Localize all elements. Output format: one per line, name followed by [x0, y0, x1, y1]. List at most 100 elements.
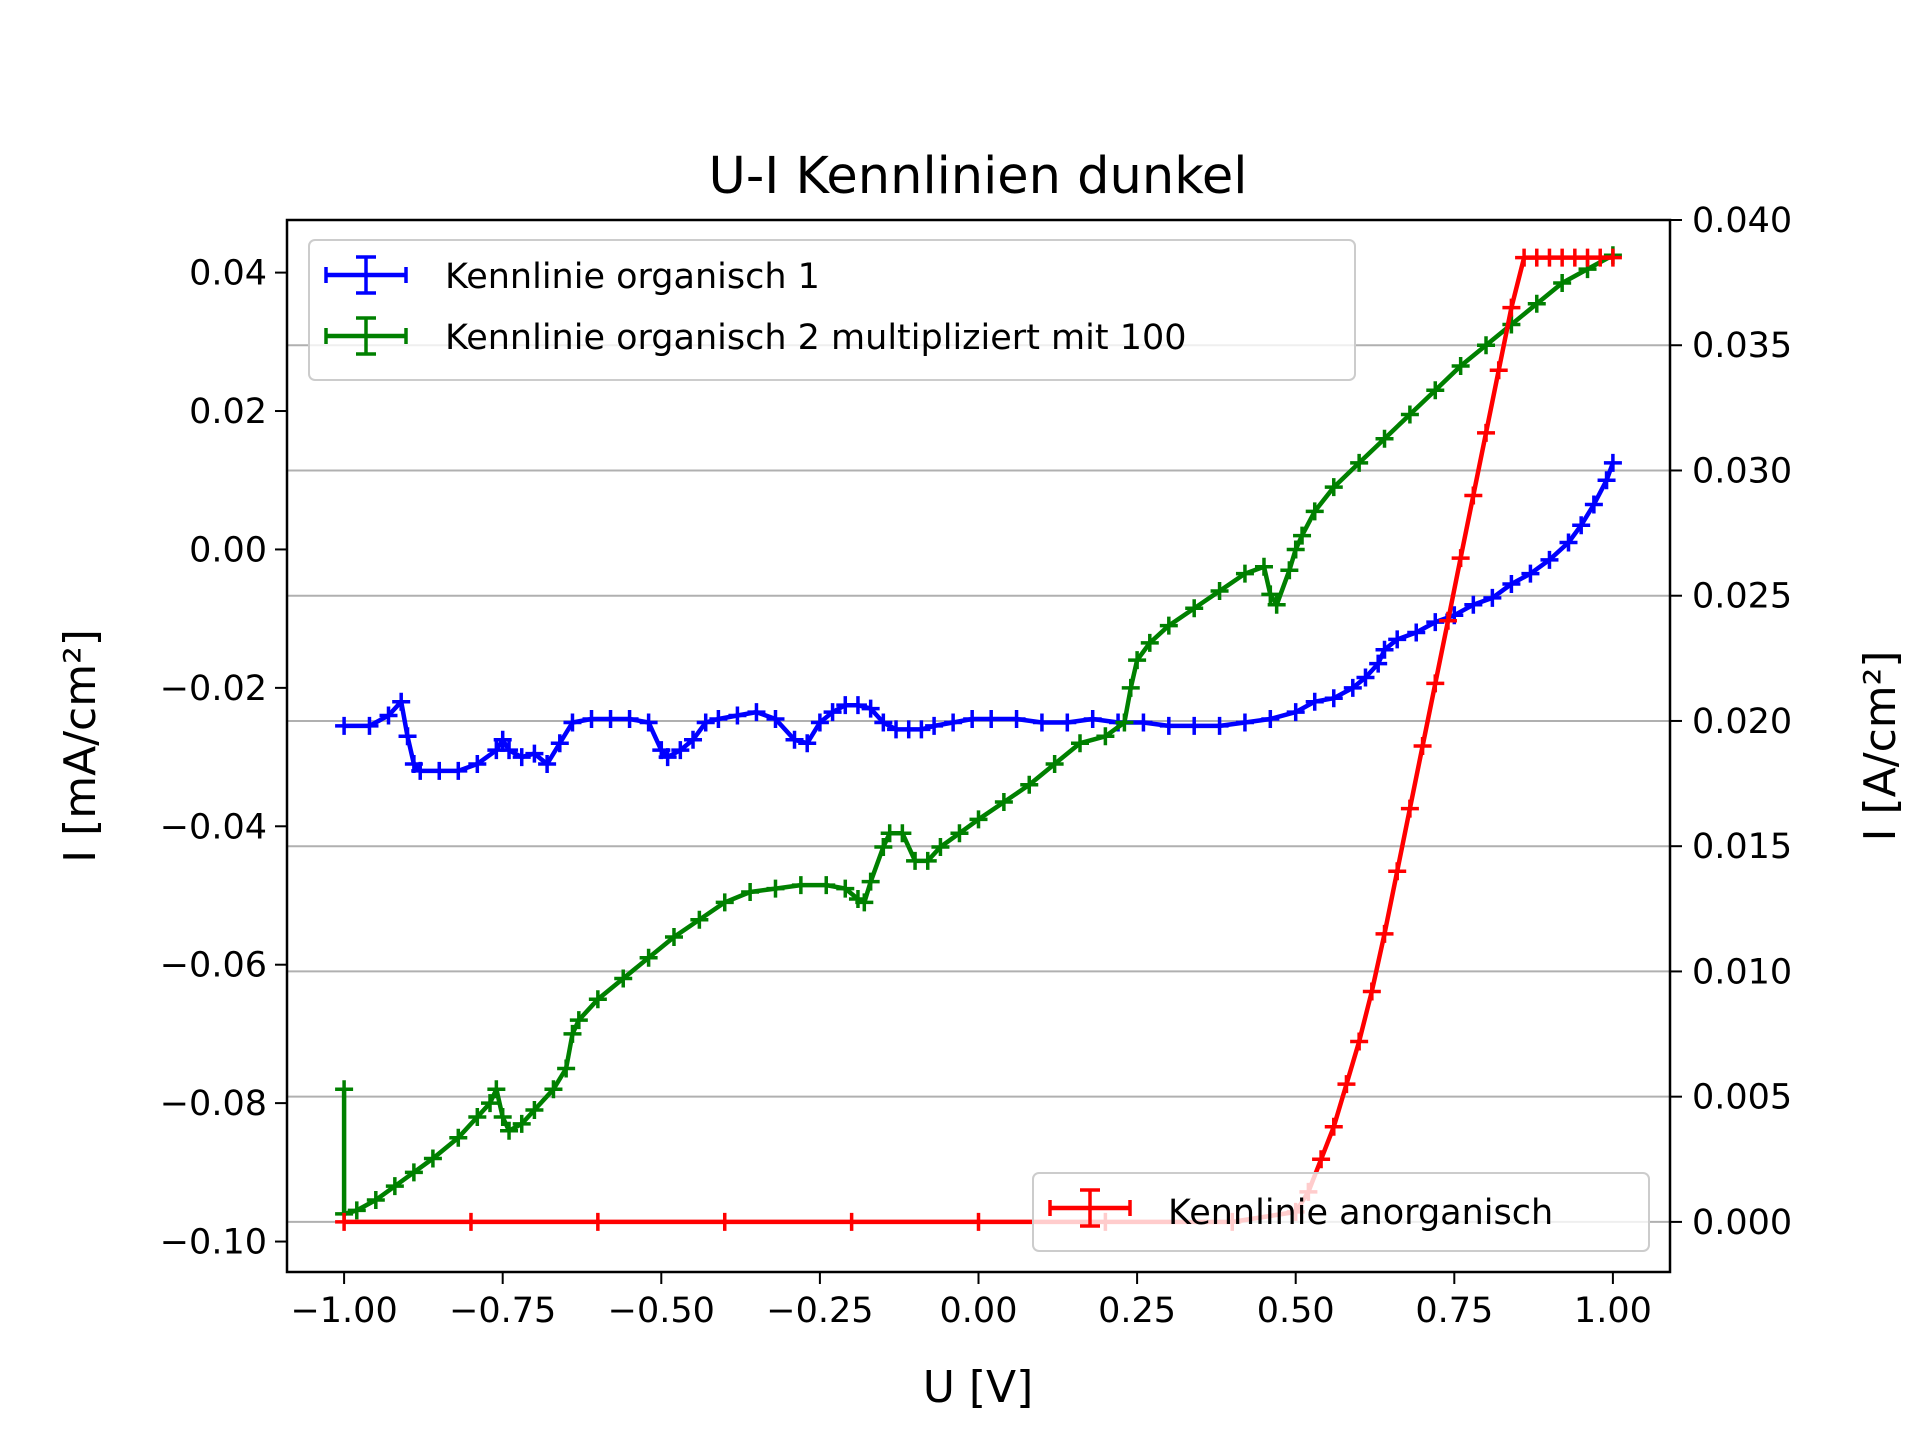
data-point [1185, 599, 1204, 618]
x-tick-label: −0.75 [449, 1291, 556, 1331]
data-point [1489, 361, 1508, 380]
data-point [1280, 561, 1299, 580]
data-point [1337, 1075, 1356, 1094]
x-tick-label: −0.25 [766, 1291, 873, 1331]
data-point [1388, 630, 1407, 649]
y-right-tick-label: 0.005 [1692, 1078, 1792, 1118]
y-right-tick-label: 0.025 [1692, 577, 1792, 617]
y-right-tick-label: 0.010 [1692, 952, 1792, 992]
legend-box [308, 239, 1356, 381]
chart-title: U-I Kennlinien dunkel [709, 147, 1248, 206]
data-point [449, 761, 468, 780]
data-point [1286, 703, 1305, 722]
data-point [493, 730, 512, 749]
data-point [1464, 595, 1483, 614]
data-point [842, 1212, 861, 1231]
x-axis-ticks: −1.00 −0.75 −0.50 −0.25 0.00 0.25 0.50 0.75 1.00 [290, 1272, 1652, 1331]
legend-marker-cross [324, 255, 408, 295]
data-point [1502, 575, 1521, 594]
data-point [836, 879, 855, 898]
data-point [664, 928, 683, 947]
x-axis-label: U [V] [923, 1362, 1034, 1413]
data-point [766, 879, 785, 898]
data-point [658, 748, 677, 767]
y-right-tick-label: 0.030 [1692, 451, 1792, 491]
data-point [1375, 924, 1394, 943]
data-point [411, 761, 430, 780]
data-point [1483, 588, 1502, 607]
legend-label-organisch-2: Kennlinie organisch 2 multipliziert mit … [445, 318, 1187, 358]
data-point [918, 851, 937, 870]
data-point [563, 1024, 582, 1043]
data-point [1375, 640, 1394, 659]
data-point [1603, 453, 1622, 472]
data-point [817, 876, 836, 895]
data-point [969, 810, 988, 829]
data-point [500, 1121, 519, 1140]
data-point [569, 1011, 588, 1030]
data-point [969, 1212, 988, 1231]
data-point [1254, 557, 1273, 576]
data-point [500, 741, 519, 760]
x-tick-label: 0.00 [940, 1291, 1018, 1331]
data-point [791, 876, 810, 895]
data-point [1140, 633, 1159, 652]
data-point [1350, 453, 1369, 472]
data-point [468, 1107, 487, 1126]
legend-box [1032, 1172, 1650, 1252]
data-point [1032, 713, 1051, 732]
y-tick-label: −0.08 [160, 1084, 267, 1124]
data-point [335, 1212, 354, 1231]
data-point [639, 713, 658, 732]
data-point [538, 754, 557, 773]
data-point [1356, 668, 1375, 687]
series-layer [335, 246, 1622, 1231]
x-tick-label: −1.00 [290, 1291, 397, 1331]
data-point [728, 706, 747, 725]
data-point [493, 1107, 512, 1126]
data-point [1134, 713, 1153, 732]
data-point [512, 748, 531, 767]
data-point [1324, 689, 1343, 708]
data-point [557, 1059, 576, 1078]
data-point [588, 1212, 607, 1231]
data-point [1603, 248, 1622, 267]
legend-bottom-right: Kennlinie anorganisch [1032, 1172, 1650, 1252]
data-point [335, 716, 354, 735]
data-point [614, 969, 633, 988]
data-point [1597, 471, 1616, 490]
data-point [1451, 357, 1470, 376]
data-point [620, 710, 639, 729]
data-point [1261, 585, 1280, 604]
y-right-tick-label: 0.000 [1692, 1203, 1792, 1243]
data-point [994, 793, 1013, 812]
data-point [1426, 674, 1445, 693]
data-point [1121, 678, 1140, 697]
data-point [1407, 623, 1426, 642]
data-point [982, 710, 1001, 729]
data-point [335, 1080, 354, 1099]
data-point [1559, 533, 1578, 552]
data-point [360, 716, 379, 735]
data-point [1521, 564, 1540, 583]
y-tick-label: −0.02 [160, 669, 267, 709]
data-point [1400, 405, 1419, 424]
data-point [963, 710, 982, 729]
legend-markers [324, 255, 408, 356]
data-point [544, 1080, 563, 1099]
y-axis-label: I [mA/cm²] [55, 629, 106, 863]
data-point [1286, 540, 1305, 559]
data-point [1388, 862, 1407, 881]
data-point [525, 1101, 544, 1120]
data-point [696, 713, 715, 732]
data-point [392, 692, 411, 711]
data-point [848, 696, 867, 715]
data-point [798, 734, 817, 753]
data-point [404, 1163, 423, 1182]
series-1 [335, 453, 1622, 780]
data-point [671, 741, 690, 760]
legend-label-organisch-1: Kennlinie organisch 1 [445, 257, 820, 297]
data-point [1185, 716, 1204, 735]
data-point [1096, 727, 1115, 746]
